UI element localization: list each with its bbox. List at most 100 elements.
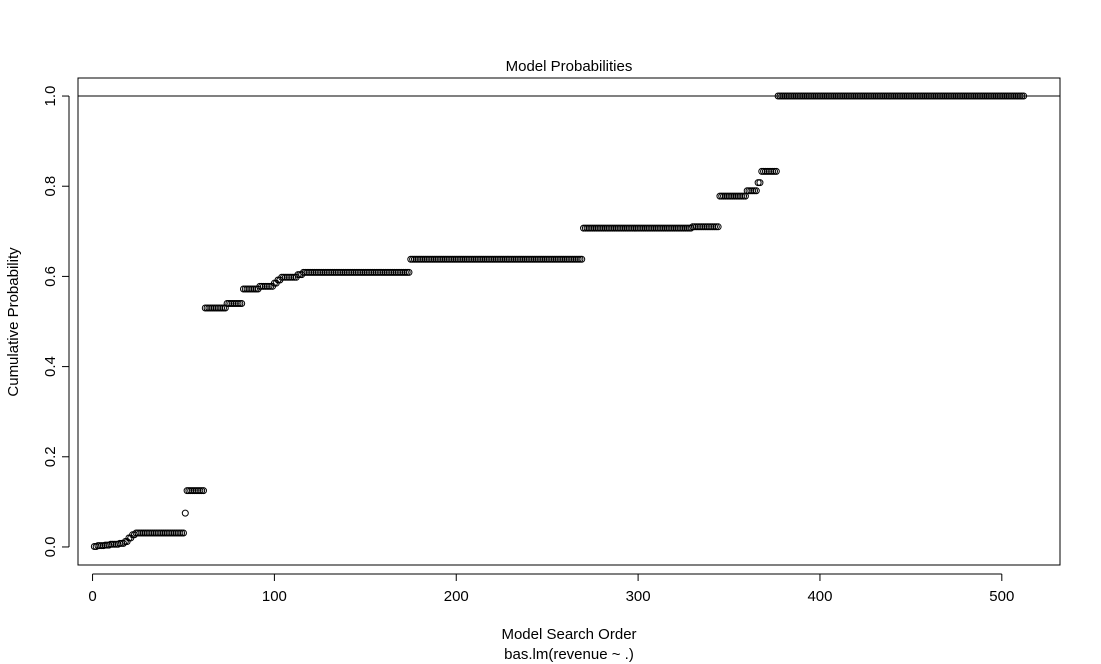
data-point bbox=[334, 268, 342, 276]
data-point bbox=[750, 187, 758, 195]
data-point bbox=[585, 224, 593, 232]
data-point bbox=[981, 92, 989, 100]
data-point bbox=[454, 255, 462, 263]
data-point bbox=[185, 487, 193, 495]
data-point bbox=[96, 542, 104, 550]
data-point bbox=[194, 487, 202, 495]
data-point bbox=[1009, 92, 1017, 100]
chart-subtitle: bas.lm(revenue ~ .) bbox=[504, 646, 634, 663]
data-point bbox=[98, 542, 106, 550]
data-point bbox=[501, 255, 509, 263]
data-point bbox=[343, 268, 351, 276]
data-point bbox=[732, 192, 740, 200]
data-point bbox=[914, 92, 922, 100]
data-point bbox=[834, 92, 842, 100]
data-point bbox=[560, 255, 568, 263]
data-point bbox=[918, 92, 926, 100]
data-point bbox=[740, 192, 748, 200]
data-point bbox=[605, 224, 613, 232]
data-point bbox=[911, 92, 919, 100]
data-point bbox=[905, 92, 913, 100]
data-point bbox=[985, 92, 993, 100]
data-point bbox=[109, 540, 117, 548]
data-point bbox=[603, 224, 611, 232]
data-point bbox=[978, 92, 986, 100]
data-point bbox=[410, 255, 418, 263]
data-point bbox=[678, 224, 686, 232]
data-point bbox=[714, 223, 722, 231]
data-point bbox=[787, 92, 795, 100]
y-tick-label: 0.2 bbox=[42, 446, 59, 467]
data-point bbox=[318, 268, 326, 276]
data-point bbox=[549, 255, 557, 263]
data-point bbox=[972, 92, 980, 100]
data-point bbox=[161, 529, 169, 537]
data-point bbox=[223, 299, 231, 307]
data-point bbox=[232, 299, 240, 307]
data-point bbox=[616, 224, 624, 232]
data-point bbox=[932, 92, 940, 100]
data-point bbox=[316, 268, 324, 276]
data-point bbox=[720, 192, 728, 200]
data-point bbox=[283, 273, 291, 281]
data-point bbox=[341, 268, 349, 276]
data-point bbox=[394, 268, 402, 276]
data-point bbox=[310, 268, 318, 276]
data-point bbox=[149, 529, 157, 537]
data-point bbox=[987, 92, 995, 100]
data-point bbox=[912, 92, 920, 100]
data-point bbox=[478, 255, 486, 263]
data-point bbox=[983, 92, 991, 100]
data-point bbox=[350, 268, 358, 276]
data-point bbox=[627, 224, 635, 232]
data-point bbox=[774, 92, 782, 100]
data-point bbox=[736, 192, 744, 200]
data-point bbox=[225, 299, 233, 307]
data-point bbox=[309, 268, 317, 276]
data-point bbox=[541, 255, 549, 263]
data-point bbox=[941, 92, 949, 100]
data-point bbox=[694, 223, 702, 231]
data-point bbox=[760, 167, 768, 175]
data-point bbox=[670, 224, 678, 232]
data-point bbox=[312, 268, 320, 276]
data-point bbox=[345, 268, 353, 276]
data-point bbox=[649, 224, 657, 232]
data-point bbox=[143, 529, 151, 537]
data-point bbox=[729, 192, 737, 200]
data-point bbox=[239, 285, 247, 293]
data-point bbox=[538, 255, 546, 263]
data-point bbox=[852, 92, 860, 100]
data-point bbox=[874, 92, 882, 100]
data-point bbox=[327, 268, 335, 276]
data-point bbox=[763, 167, 771, 175]
data-point bbox=[934, 92, 942, 100]
data-point bbox=[938, 92, 946, 100]
data-point bbox=[936, 92, 944, 100]
data-point bbox=[320, 268, 327, 276]
data-point bbox=[423, 255, 431, 263]
data-point bbox=[634, 224, 642, 232]
data-point bbox=[667, 224, 675, 232]
data-point bbox=[452, 255, 460, 263]
data-point bbox=[198, 487, 206, 495]
data-point bbox=[201, 304, 209, 312]
data-point bbox=[838, 92, 846, 100]
data-point bbox=[156, 529, 164, 537]
data-point bbox=[520, 255, 528, 263]
data-point bbox=[661, 224, 669, 232]
data-point bbox=[1014, 92, 1022, 100]
data-point bbox=[150, 529, 158, 537]
data-point bbox=[710, 223, 718, 231]
x-tick-label: 0 bbox=[88, 588, 96, 605]
data-point bbox=[234, 299, 242, 307]
data-point bbox=[561, 255, 569, 263]
data-point bbox=[709, 223, 717, 231]
data-point bbox=[620, 224, 628, 232]
data-point bbox=[481, 255, 489, 263]
data-point bbox=[940, 92, 948, 100]
data-point bbox=[680, 224, 688, 232]
data-point bbox=[354, 268, 362, 276]
data-point bbox=[967, 92, 975, 100]
data-point bbox=[900, 92, 908, 100]
